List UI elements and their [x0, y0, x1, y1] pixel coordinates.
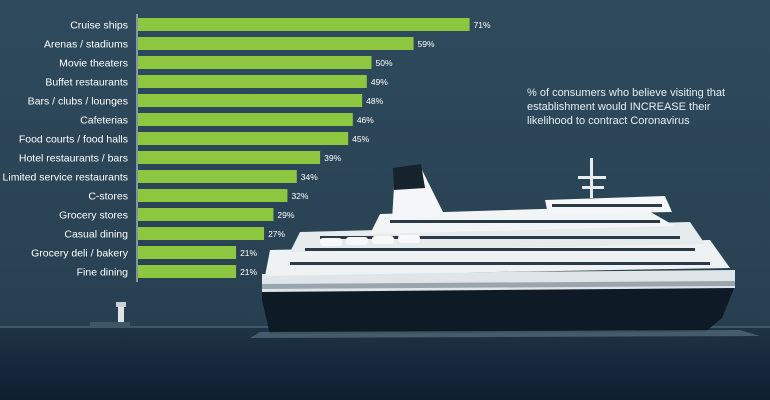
value-label: 49% [371, 77, 388, 87]
bar [138, 132, 349, 145]
category-label: Grocery stores [59, 210, 128, 222]
value-label: 21% [240, 267, 257, 277]
category-label: Arenas / stadiums [44, 39, 128, 51]
value-label: 71% [474, 20, 491, 30]
category-label: Fine dining [77, 267, 129, 279]
ship-hull [262, 286, 735, 334]
value-label: 45% [352, 134, 369, 144]
value-label: 27% [268, 229, 285, 239]
lighthouse-icon [118, 306, 124, 328]
bar [138, 208, 274, 221]
value-label: 59% [418, 39, 435, 49]
value-label: 29% [277, 210, 294, 220]
value-label: 46% [357, 115, 374, 125]
caption-line-3: likelihood to contract Coronavirus [527, 115, 690, 127]
chart-caption: % of consumers who believe visiting that… [527, 86, 767, 128]
value-label: 50% [376, 58, 393, 68]
value-label: 21% [240, 248, 257, 258]
bar [138, 94, 363, 107]
caption-line-2: establishment would INCREASE their [527, 101, 711, 113]
category-label: Grocery deli / bakery [31, 248, 129, 260]
bar [138, 75, 367, 88]
category-label: Movie theaters [59, 58, 128, 70]
bar [138, 189, 288, 202]
category-label: Hotel restaurants / bars [19, 153, 128, 165]
category-label: Bars / clubs / lounges [28, 96, 128, 108]
category-label: Cruise ships [70, 20, 128, 32]
bar [138, 37, 414, 50]
value-label: 32% [291, 191, 308, 201]
category-label: Limited service restaurants [3, 172, 128, 184]
bar [138, 151, 321, 164]
bar [138, 113, 353, 126]
category-label: Buffet restaurants [45, 77, 128, 89]
sea-background [0, 328, 770, 400]
value-label: 39% [324, 153, 341, 163]
bar [138, 227, 265, 240]
bar [138, 56, 372, 69]
value-label: 34% [301, 172, 318, 182]
bar [138, 265, 237, 278]
category-label: Casual dining [64, 229, 128, 241]
bar [138, 18, 470, 31]
caption-line-1: % of consumers who believe visiting that [527, 87, 726, 99]
value-label: 48% [366, 96, 383, 106]
category-label: Food courts / food halls [19, 134, 128, 146]
bar [138, 170, 297, 183]
category-label: C-stores [88, 191, 128, 203]
category-label: Cafeterias [80, 115, 128, 127]
bar [138, 246, 237, 259]
